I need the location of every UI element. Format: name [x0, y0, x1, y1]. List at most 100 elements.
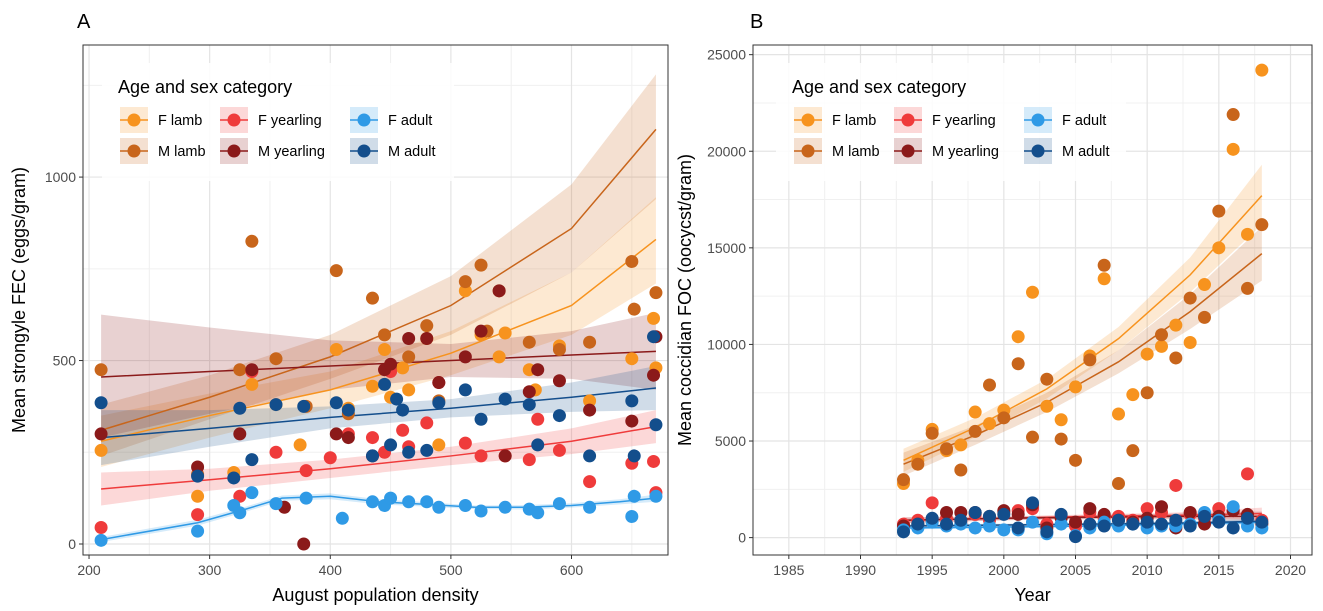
data-point-m-lamb: [954, 463, 968, 477]
x-tick-label: 600: [560, 562, 584, 578]
data-point-m-lamb: [968, 424, 982, 438]
y-tick-label: 10000: [707, 336, 746, 352]
data-point-m-yearling: [245, 363, 259, 377]
data-point-m-yearling: [341, 431, 355, 445]
data-point-m-adult: [420, 443, 434, 457]
data-point-f-yearling: [522, 453, 536, 467]
ci-band-f-lamb: [101, 197, 656, 467]
data-point-f-yearling: [94, 520, 108, 534]
fit-line-f-yearling: [101, 425, 657, 490]
data-point-m-lamb: [94, 363, 108, 377]
data-point-f-adult: [191, 524, 205, 538]
data-point-m-adult: [1069, 530, 1082, 544]
data-point-f-lamb: [432, 438, 446, 452]
data-point-f-yearling: [299, 464, 313, 478]
data-point-m-adult: [1241, 511, 1254, 525]
data-point-f-lamb: [1054, 413, 1068, 427]
data-point-m-adult: [983, 509, 996, 523]
data-point-f-yearling: [531, 412, 545, 426]
data-point-m-adult: [1126, 517, 1140, 531]
data-point-f-adult: [299, 491, 313, 505]
x-tick-label: 200: [77, 562, 101, 578]
data-point-m-adult: [498, 392, 512, 406]
data-point-m-adult: [329, 396, 343, 410]
legend: Age and sex category F lamb F yearling F ad…: [776, 63, 1126, 181]
data-point-f-adult: [1054, 517, 1068, 531]
data-point-m-adult: [968, 506, 982, 519]
legend-key-point: [1031, 144, 1045, 158]
data-point-f-lamb: [1026, 285, 1039, 299]
data-point-m-adult: [997, 507, 1011, 521]
panel-label: A: [77, 11, 91, 33]
data-point-m-yearling: [940, 506, 953, 519]
x-tick-label: 2005: [1060, 562, 1091, 578]
data-point-f-lamb: [1011, 330, 1025, 344]
data-point-m-lamb: [1040, 372, 1054, 386]
data-point-m-yearling: [625, 414, 639, 428]
y-tick-label: 5000: [715, 433, 746, 449]
data-point-m-lamb: [940, 442, 953, 456]
data-point-m-yearling: [498, 449, 512, 463]
data-point-m-lamb: [1255, 218, 1269, 232]
legend-label: F adult: [388, 113, 432, 129]
data-point-m-yearling: [492, 284, 506, 298]
x-axis-title: Year: [1014, 585, 1050, 605]
legend-key-point: [801, 144, 815, 158]
data-point-f-adult: [402, 495, 416, 509]
data-point-f-lamb: [293, 438, 307, 452]
data-point-m-adult: [911, 517, 925, 531]
data-point-m-lamb: [1083, 353, 1097, 367]
data-point-f-lamb: [365, 379, 379, 393]
data-point-m-yearling: [1069, 515, 1082, 529]
legend-key-point: [801, 113, 815, 127]
data-point-f-adult: [432, 500, 446, 514]
x-tick-label: 2020: [1275, 562, 1306, 578]
x-tick-label: 300: [198, 562, 222, 578]
legend-title: Age and sex category: [792, 77, 966, 97]
data-point-m-adult: [1054, 507, 1068, 521]
data-point-m-yearling: [474, 324, 488, 338]
data-point-m-yearling: [420, 332, 434, 346]
legend-item-f-yearling: F yearling: [220, 107, 322, 133]
data-point-m-adult: [227, 471, 241, 485]
legend-background: [776, 63, 1126, 181]
data-point-f-adult: [627, 489, 641, 503]
data-point-m-lamb: [997, 411, 1011, 425]
data-point-f-adult: [335, 511, 349, 525]
data-point-f-lamb: [498, 326, 512, 340]
ci-band-f-lamb: [903, 164, 1262, 472]
data-point-m-yearling: [402, 332, 416, 346]
data-point-m-lamb: [552, 343, 566, 357]
data-point-f-adult: [365, 495, 379, 509]
data-point-f-adult: [245, 486, 259, 500]
legend-key-point: [127, 113, 141, 127]
data-point-m-yearling: [384, 357, 398, 371]
legend-background: [102, 63, 454, 181]
data-point-m-adult: [1112, 513, 1125, 527]
data-point-f-lamb: [378, 343, 392, 357]
data-point-f-adult: [269, 497, 283, 511]
data-point-m-adult: [627, 449, 641, 463]
data-point-f-lamb: [583, 394, 597, 408]
x-tick-label: 500: [439, 562, 463, 578]
data-point-m-lamb: [625, 254, 639, 268]
legend-key-point: [901, 144, 915, 158]
y-tick-label: 500: [53, 353, 77, 369]
data-point-f-lamb: [968, 405, 982, 419]
data-point-f-lamb: [1112, 407, 1125, 421]
data-point-m-yearling: [329, 427, 343, 441]
data-point-m-adult: [1155, 517, 1168, 531]
data-point-m-adult: [458, 383, 472, 397]
panel-label: B: [750, 11, 763, 33]
data-point-m-yearling: [1011, 507, 1025, 521]
data-point-m-adult: [297, 399, 311, 413]
data-point-m-adult: [245, 453, 259, 467]
data-point-f-adult: [1026, 515, 1039, 529]
y-tick-label: 15000: [707, 240, 746, 256]
data-point-f-yearling: [1241, 467, 1254, 481]
data-point-m-yearling: [297, 537, 311, 551]
data-point-m-lamb: [522, 335, 536, 349]
data-point-f-lamb: [647, 311, 661, 325]
legend-key-point: [1031, 113, 1045, 127]
